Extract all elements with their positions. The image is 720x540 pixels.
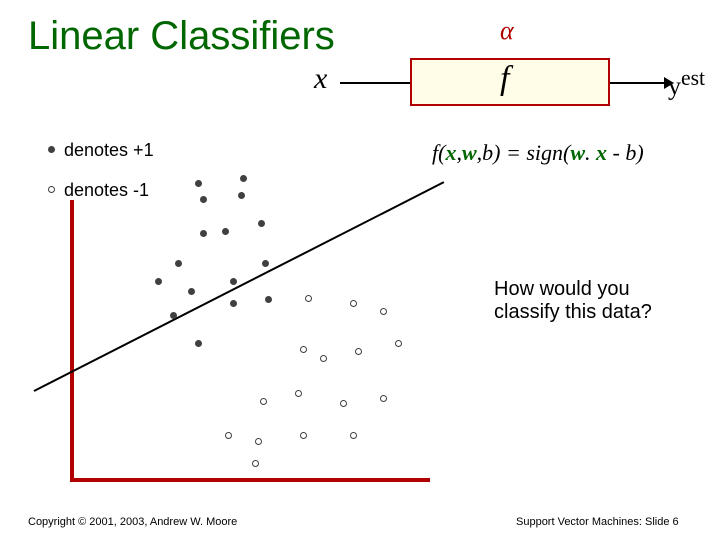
pos-point: [238, 192, 245, 199]
neg-point: [295, 390, 302, 397]
neg-point: [300, 346, 307, 353]
neg-point: [380, 395, 387, 402]
alpha-label: α: [500, 16, 514, 46]
neg-point: [340, 400, 347, 407]
pos-point: [195, 340, 202, 347]
legend-minus-text: denotes -1: [64, 180, 149, 201]
footer-slide-number: Support Vector Machines: Slide 6: [516, 516, 679, 528]
separating-line: [34, 181, 445, 392]
plot-x-axis: [70, 478, 430, 482]
neg-point: [252, 460, 259, 467]
pos-point: [222, 228, 229, 235]
neg-point: [260, 398, 267, 405]
neg-point: [320, 355, 327, 362]
question-line2: classify this data?: [494, 301, 652, 323]
pos-point: [200, 196, 207, 203]
pos-point: [258, 220, 265, 227]
legend-plus-text: denotes +1: [64, 140, 154, 161]
pos-point: [230, 278, 237, 285]
footer-copyright: Copyright © 2001, 2003, Andrew W. Moore: [28, 516, 237, 528]
neg-point: [350, 300, 357, 307]
neg-point: [395, 340, 402, 347]
pos-point: [155, 278, 162, 285]
question-line1: How would you: [494, 278, 630, 300]
arrow-x-to-f: [340, 82, 410, 84]
neg-point: [350, 432, 357, 439]
legend-plus-dot: [48, 146, 55, 153]
question-text: How would you classify this data?: [494, 278, 652, 324]
pos-point: [265, 296, 272, 303]
neg-point: [305, 295, 312, 302]
slide-title: Linear Classifiers: [28, 14, 335, 59]
pos-point: [170, 312, 177, 319]
neg-point: [225, 432, 232, 439]
neg-point: [380, 308, 387, 315]
function-f-label: f: [500, 60, 509, 98]
output-y-label: yest: [668, 66, 705, 102]
legend-minus-dot: [48, 186, 55, 193]
classifier-formula: f(x,w,b) = sign(w. x - b): [432, 140, 644, 166]
plot-y-axis: [70, 200, 74, 478]
pos-point: [230, 300, 237, 307]
pos-point: [200, 230, 207, 237]
pos-point: [188, 288, 195, 295]
pos-point: [195, 180, 202, 187]
neg-point: [255, 438, 262, 445]
function-box: [410, 58, 610, 106]
pos-point: [262, 260, 269, 267]
input-x-label: x: [314, 62, 327, 96]
pos-point: [240, 175, 247, 182]
neg-point: [300, 432, 307, 439]
neg-point: [355, 348, 362, 355]
pos-point: [175, 260, 182, 267]
arrow-f-to-y: [610, 82, 664, 84]
